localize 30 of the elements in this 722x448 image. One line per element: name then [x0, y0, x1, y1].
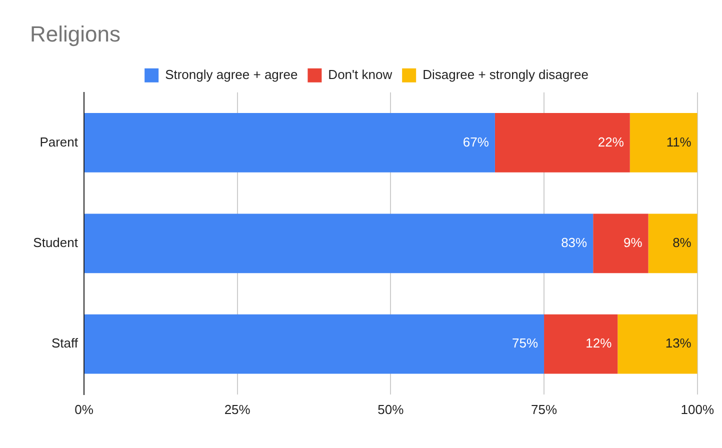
data-label: 67% — [462, 134, 490, 150]
bar — [84, 314, 544, 374]
bar — [618, 314, 698, 374]
legend-label: Don't know — [328, 66, 393, 82]
data-label: 75% — [512, 336, 538, 351]
y-tick-label: Staff — [51, 336, 78, 351]
data-label: 8% — [672, 234, 692, 250]
data-label: 11% — [666, 134, 692, 150]
y-tick-label: Parent — [40, 134, 78, 150]
data-label: 22% — [598, 134, 624, 150]
bar — [630, 113, 698, 172]
bar — [494, 113, 630, 172]
legend-label: Strongly agree + agree — [165, 66, 298, 82]
chart-title: Religions — [30, 21, 120, 46]
bar — [84, 113, 495, 172]
bar — [544, 314, 618, 374]
bar — [648, 214, 698, 274]
data-label: 83% — [561, 234, 588, 250]
data-label: 13% — [665, 336, 692, 351]
x-tick-label: 75% — [531, 402, 558, 417]
x-tick-label: 50% — [378, 402, 404, 417]
bar — [593, 214, 648, 274]
x-tick-label: 0% — [74, 402, 94, 417]
x-tick-label: 25% — [224, 402, 251, 417]
x-tick-label: 100% — [680, 402, 714, 417]
legend-label: Disagree + strongly disagree — [422, 66, 588, 82]
y-tick-label: Student — [33, 234, 78, 250]
data-label: 9% — [624, 234, 643, 250]
data-label: 12% — [586, 336, 612, 351]
bar — [84, 214, 594, 274]
